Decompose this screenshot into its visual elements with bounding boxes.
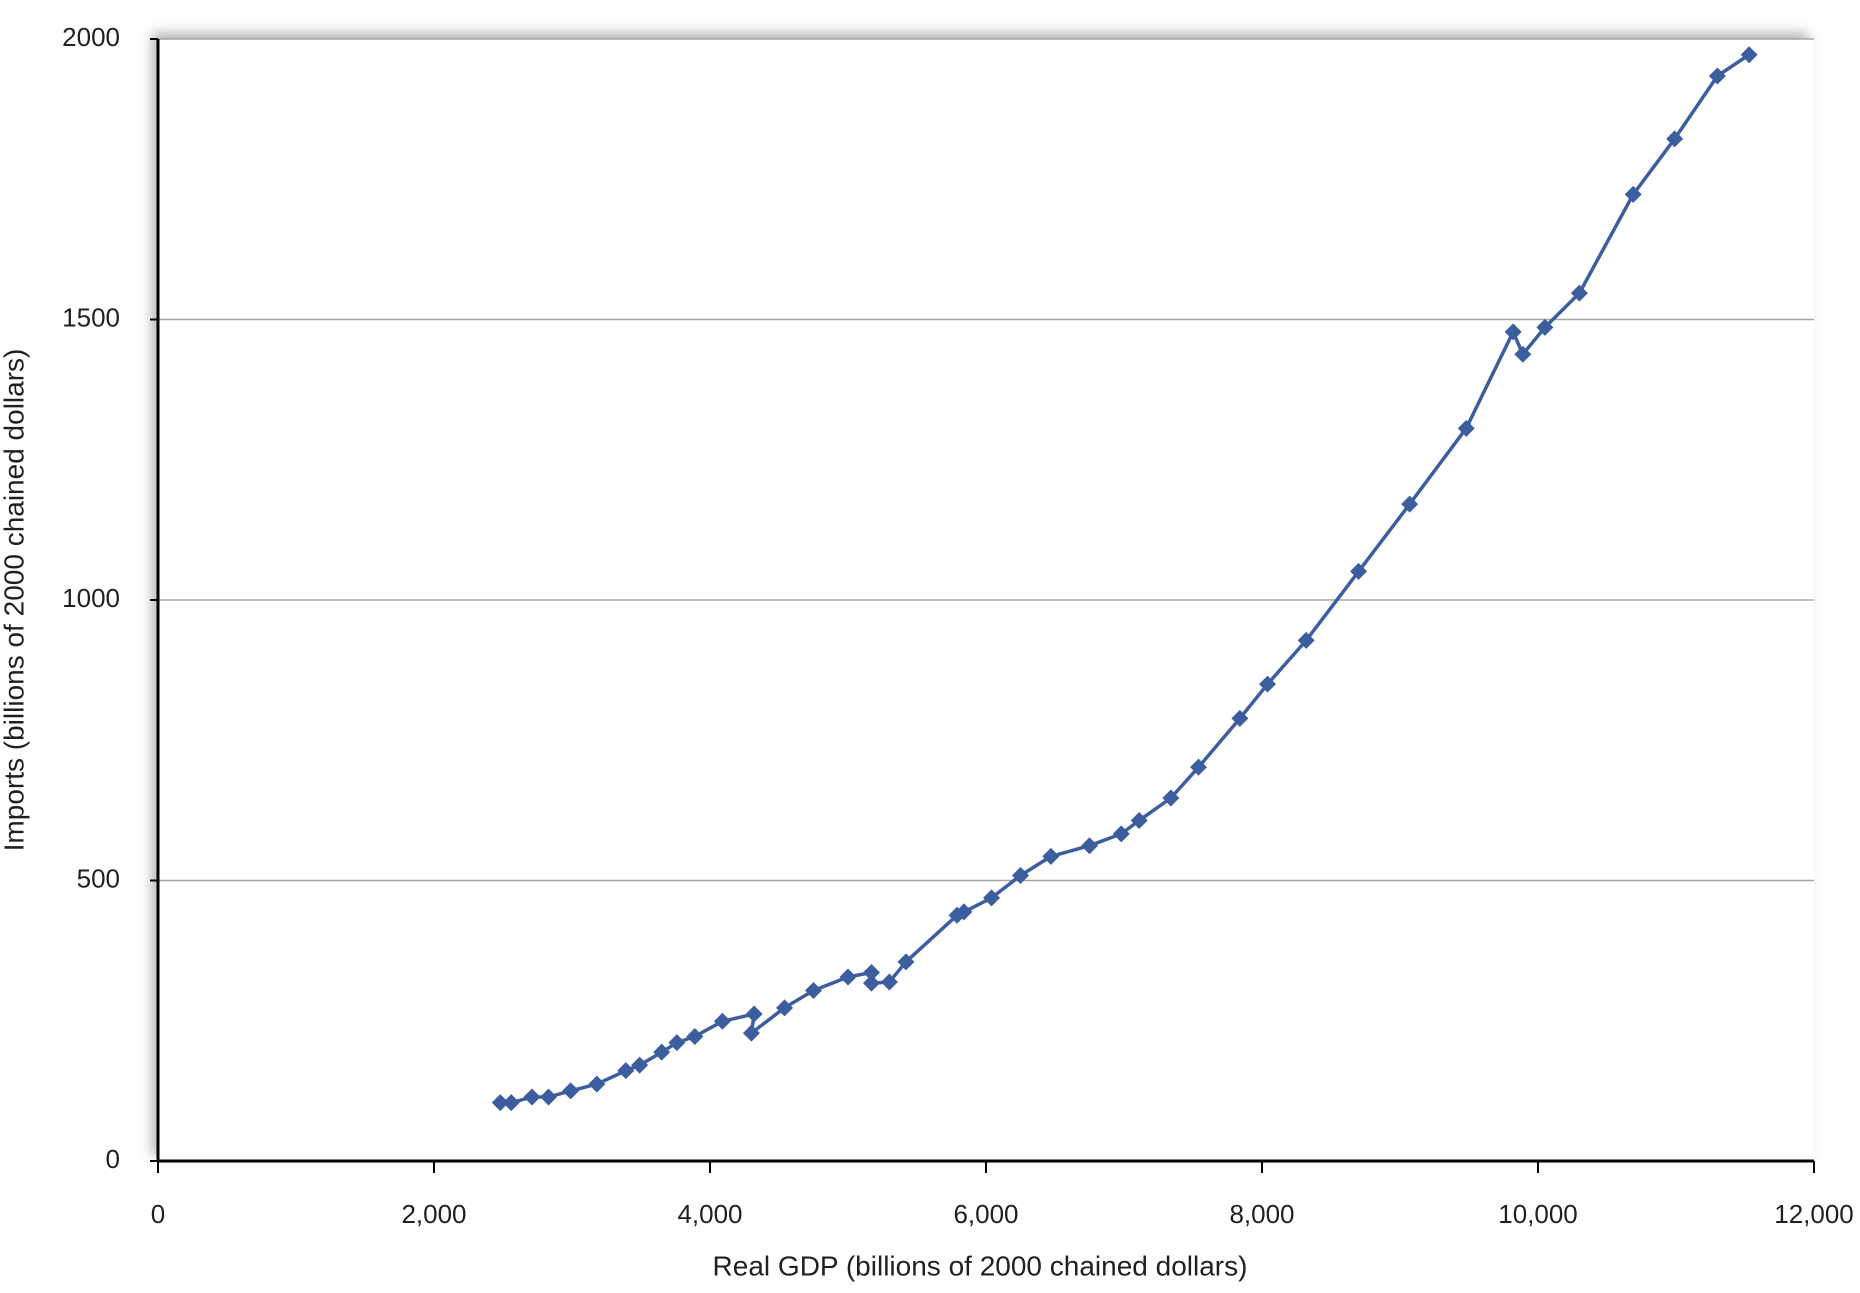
data-point bbox=[1042, 847, 1060, 865]
data-point bbox=[1130, 811, 1148, 829]
data-point bbox=[805, 981, 822, 999]
data-point bbox=[1514, 345, 1532, 363]
y-tick-label: 0 bbox=[106, 1144, 120, 1174]
data-point bbox=[862, 964, 880, 982]
y-tick-label: 500 bbox=[77, 863, 120, 893]
y-tick-label: 2000 bbox=[62, 22, 120, 52]
y-axis-title: Imports (billions of 2000 chained dollar… bbox=[0, 349, 29, 852]
data-point bbox=[1624, 185, 1642, 203]
data-point bbox=[631, 1056, 649, 1074]
data-point bbox=[1297, 631, 1315, 649]
x-axis-title: Real GDP (billions of 2000 chained dolla… bbox=[713, 1250, 1248, 1281]
data-point bbox=[562, 1082, 580, 1100]
data-point bbox=[897, 953, 915, 971]
data-point bbox=[686, 1027, 704, 1045]
data-point bbox=[502, 1094, 520, 1112]
data-point bbox=[862, 974, 880, 992]
data-point bbox=[1504, 323, 1522, 341]
data-point bbox=[745, 1005, 763, 1023]
data-point bbox=[955, 903, 973, 921]
x-tick-label: 2,000 bbox=[401, 1199, 466, 1229]
x-tick-label: 4,000 bbox=[677, 1199, 742, 1229]
data-point bbox=[1231, 709, 1249, 727]
data-point bbox=[983, 889, 1001, 907]
data-point bbox=[776, 999, 794, 1017]
x-tick-label: 0 bbox=[151, 1199, 165, 1229]
data-point bbox=[1666, 130, 1684, 148]
x-tick-label: 10,000 bbox=[1498, 1199, 1578, 1229]
x-tick-label: 6,000 bbox=[953, 1199, 1018, 1229]
data-point bbox=[523, 1088, 541, 1106]
y-tick-label: 1500 bbox=[62, 302, 120, 332]
data-point bbox=[1190, 758, 1208, 776]
data-point bbox=[880, 973, 898, 991]
data-point bbox=[653, 1043, 671, 1061]
x-tick-label: 8,000 bbox=[1229, 1199, 1294, 1229]
data-point bbox=[1112, 825, 1130, 843]
data-point bbox=[1708, 67, 1726, 85]
data-point bbox=[1457, 419, 1475, 437]
data-point bbox=[839, 968, 857, 986]
data-point bbox=[1012, 866, 1029, 884]
y-tick-label: 1000 bbox=[62, 583, 120, 613]
data-point bbox=[668, 1034, 686, 1052]
data-point bbox=[540, 1088, 558, 1106]
data-point bbox=[491, 1094, 509, 1112]
data-point bbox=[617, 1062, 635, 1080]
data-point bbox=[1570, 284, 1588, 302]
x-tick-label: 12,000 bbox=[1774, 1199, 1854, 1229]
data-point bbox=[1081, 837, 1098, 855]
data-point bbox=[713, 1012, 731, 1030]
data-point bbox=[1740, 46, 1758, 64]
data-point bbox=[1536, 318, 1554, 336]
data-point bbox=[742, 1024, 760, 1042]
data-point bbox=[1162, 789, 1180, 807]
data-point bbox=[1350, 562, 1368, 580]
data-point bbox=[588, 1075, 606, 1093]
data-point bbox=[1259, 675, 1277, 693]
data-point bbox=[1401, 495, 1419, 513]
